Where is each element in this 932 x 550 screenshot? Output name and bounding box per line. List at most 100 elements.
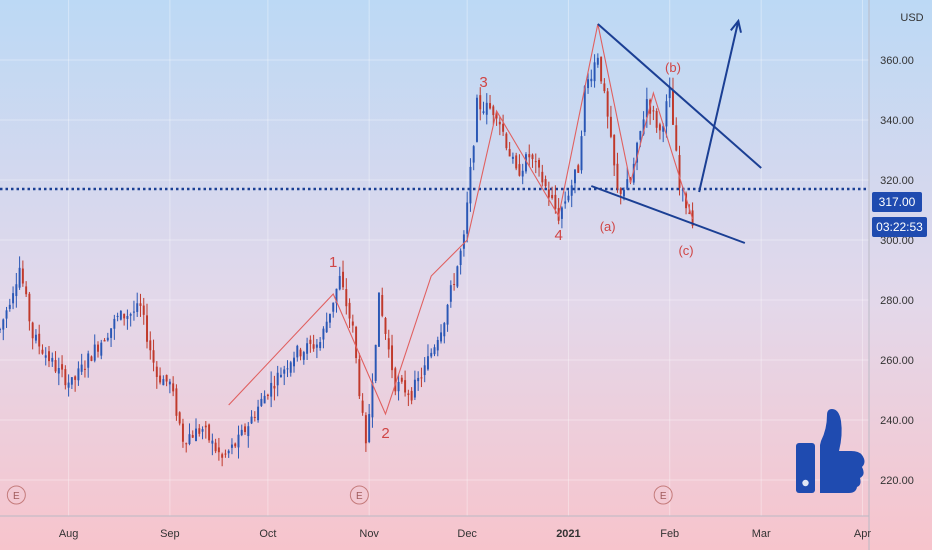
candle-body: [551, 194, 554, 199]
candle-body: [41, 349, 44, 354]
candle-body: [152, 350, 155, 363]
candle-body: [136, 303, 139, 312]
x-tick-label: 2021: [556, 528, 580, 540]
candle-body: [564, 201, 567, 204]
candle-body: [168, 381, 171, 385]
currency-label: USD: [900, 12, 923, 24]
candle-body: [593, 62, 596, 82]
candle-body: [456, 266, 459, 287]
candle-body: [208, 424, 211, 441]
candle-body: [430, 352, 433, 357]
candle-body: [273, 385, 276, 389]
candle-body: [364, 415, 367, 444]
thumbs-up-icon: [796, 409, 865, 493]
candle-body: [397, 381, 400, 392]
candle-body: [672, 89, 674, 125]
candle-body: [234, 443, 237, 447]
candle-body: [113, 318, 116, 329]
candle-body: [665, 101, 668, 127]
earnings-marker-label: E: [13, 491, 20, 502]
candle-body: [374, 344, 377, 381]
candle-body: [655, 111, 658, 128]
candle-body: [351, 321, 354, 326]
candle-body: [400, 377, 403, 382]
candle-body: [93, 344, 96, 361]
wave-label: (c): [678, 243, 693, 258]
candle-body: [489, 103, 492, 109]
y-tick-label: 320.00: [880, 175, 914, 187]
candle-body: [77, 368, 80, 381]
candle-body: [619, 188, 622, 194]
x-tick-label: Dec: [457, 528, 477, 540]
candle-body: [191, 435, 194, 438]
candle-body: [204, 425, 207, 428]
candle-body: [283, 369, 286, 374]
candle-body: [100, 342, 103, 356]
candle-body: [547, 189, 550, 198]
candle-body: [623, 189, 625, 197]
candle-body: [358, 359, 361, 397]
x-tick-label: Aug: [59, 528, 79, 540]
candle-body: [221, 454, 224, 458]
candle-body: [54, 360, 57, 372]
candle-body: [270, 382, 273, 397]
candle-body: [391, 345, 394, 371]
candle-body: [123, 313, 126, 319]
price-tag-value: 317.00: [879, 195, 916, 209]
candle-body: [570, 185, 573, 196]
wave-label: (a): [600, 219, 616, 234]
candle-body: [322, 328, 325, 340]
wave-label: 2: [381, 425, 389, 442]
candle-body: [675, 125, 678, 151]
candle-body: [240, 429, 243, 436]
candle-body: [214, 442, 217, 452]
candle-body: [453, 283, 456, 285]
candle-body: [8, 304, 11, 309]
candle-body: [498, 121, 501, 125]
candle-body: [377, 292, 380, 347]
y-tick-label: 280.00: [880, 295, 914, 307]
breakout-arrow: [698, 20, 740, 193]
candle-body: [335, 288, 338, 304]
wave-path: [228, 23, 694, 416]
candle-body: [5, 310, 8, 319]
candle-body: [645, 99, 648, 118]
candle-body: [342, 271, 345, 288]
earnings-marker: [653, 485, 673, 505]
candle-body: [332, 302, 335, 312]
candle-body: [583, 86, 586, 133]
candle-body: [319, 342, 322, 349]
candle-body: [67, 382, 70, 388]
candle-body: [426, 356, 429, 370]
wedge-trendlines: [590, 18, 762, 244]
candle-body: [289, 362, 292, 373]
candle-body: [590, 78, 593, 82]
candle-body: [521, 170, 524, 177]
x-tick-label: Sep: [160, 528, 180, 540]
candle-body: [18, 267, 21, 288]
candle-body: [632, 163, 635, 183]
candle-body: [387, 338, 390, 350]
candle-body: [420, 377, 423, 379]
candle-body: [678, 155, 681, 188]
candle-body: [312, 344, 315, 349]
candle-body: [587, 79, 590, 89]
candle-body: [132, 311, 135, 313]
candle-body: [642, 119, 645, 135]
earnings-marker-label: E: [660, 491, 667, 502]
candle-body: [90, 356, 93, 361]
price-tag-countdown-box: [872, 217, 927, 237]
candle-body: [495, 113, 498, 119]
candle-body: [515, 155, 518, 169]
candle-body: [325, 321, 328, 333]
candle-body: [110, 328, 113, 338]
y-axis: 360.00 340.00 320.00 300.00 280.00 260.00 240.…: [880, 55, 914, 487]
candle-body: [652, 110, 655, 112]
candle-body: [28, 293, 31, 322]
candle-body: [119, 310, 122, 320]
candle-body: [12, 293, 15, 304]
candle-body: [70, 377, 73, 385]
candle-body: [662, 126, 665, 132]
candle-body: [74, 376, 77, 380]
